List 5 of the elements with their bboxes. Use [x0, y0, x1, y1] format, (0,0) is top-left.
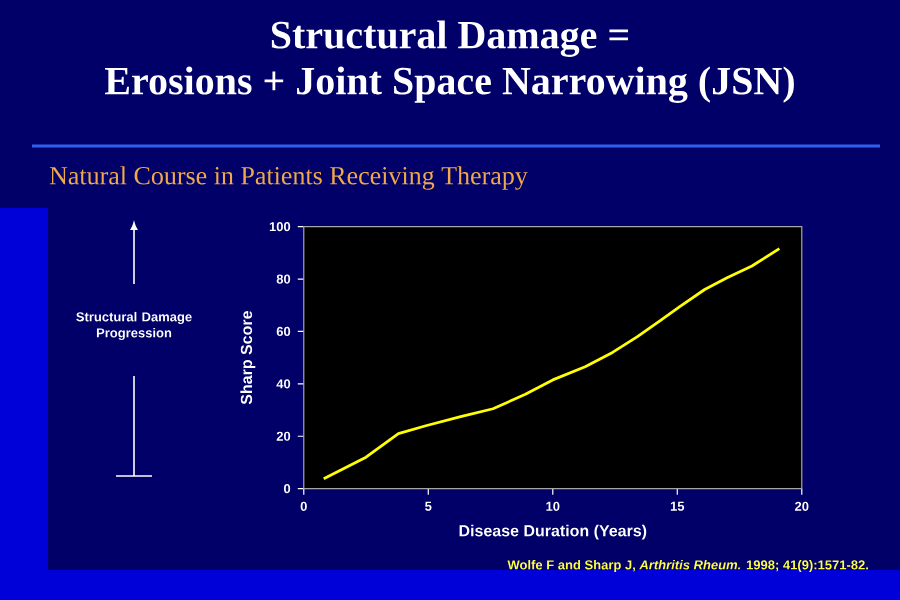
chart-title: Structural Damage = Erosions + Joint Space Narrowing (JSN) [105, 20, 794, 103]
chart-subtitle: Natural Course in Patients Receiving Therapy [49, 166, 528, 190]
line-series [322, 247, 781, 481]
x-axis-title: Disease Duration (Years) [459, 524, 647, 540]
y-axis-title: Sharp Score [240, 311, 256, 405]
